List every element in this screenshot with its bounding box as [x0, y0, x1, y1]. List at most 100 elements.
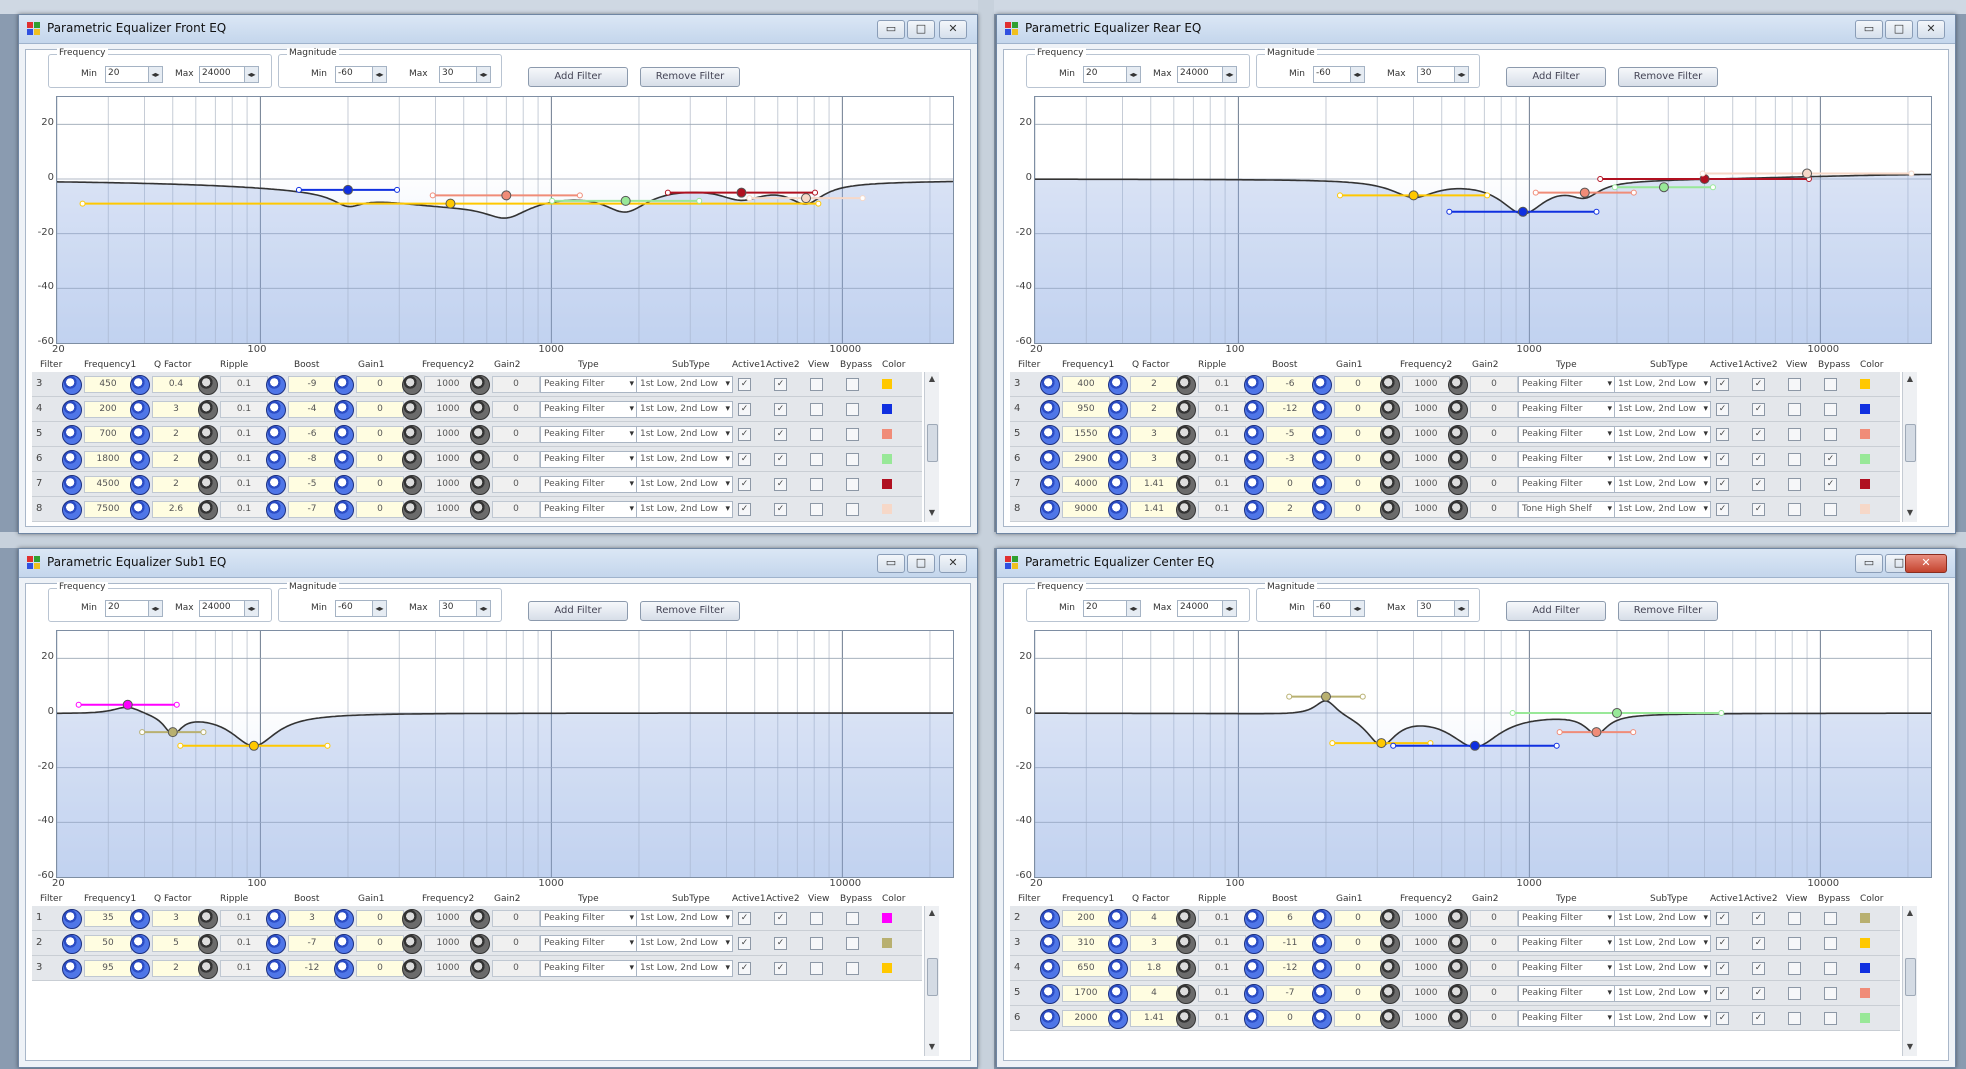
f1-knob-icon[interactable] — [1040, 934, 1060, 954]
boost-value[interactable]: -9 — [288, 376, 336, 393]
gain2-knob-icon[interactable] — [470, 475, 490, 495]
active2-checkbox[interactable]: ✓ — [774, 912, 787, 925]
f1-knob-icon[interactable] — [62, 425, 82, 445]
bypass-checkbox[interactable] — [1824, 428, 1837, 441]
color-swatch[interactable] — [1860, 963, 1870, 973]
gain2-value[interactable]: 0 — [1470, 960, 1518, 977]
color-swatch[interactable] — [1860, 938, 1870, 948]
q-value[interactable]: 0.4 — [152, 376, 200, 393]
q-value[interactable]: 2 — [152, 476, 200, 493]
ripple-knob-icon[interactable] — [1176, 475, 1196, 495]
f1-value[interactable]: 400 — [1062, 376, 1110, 393]
boost-value[interactable]: 3 — [288, 910, 336, 927]
spinner-arrows-icon[interactable]: ◂▸ — [1454, 601, 1468, 616]
ripple-value[interactable]: 0.1 — [1198, 376, 1246, 393]
add-filter-button[interactable]: Add Filter — [1506, 601, 1606, 621]
spinner-arrows-icon[interactable]: ◂▸ — [148, 67, 162, 82]
spinner-arrows-icon[interactable]: ◂▸ — [1126, 67, 1140, 82]
q-knob-icon[interactable] — [1108, 959, 1128, 979]
gain2-knob-icon[interactable] — [1448, 475, 1468, 495]
title-bar[interactable]: Parametric Equalizer Sub1 EQ ▭ □ ✕ — [19, 549, 977, 578]
boost-value[interactable]: -7 — [288, 501, 336, 518]
f1-knob-icon[interactable] — [1040, 959, 1060, 979]
view-checkbox[interactable] — [1788, 937, 1801, 950]
type-select[interactable]: Peaking Filter — [540, 910, 637, 927]
view-checkbox[interactable] — [810, 503, 823, 516]
spinner-arrows-icon[interactable]: ◂▸ — [476, 67, 490, 82]
f2-knob-icon[interactable] — [1380, 400, 1400, 420]
active2-checkbox[interactable]: ✓ — [1752, 503, 1765, 516]
spinner-arrows-icon[interactable]: ◂▸ — [1126, 601, 1140, 616]
active2-checkbox[interactable]: ✓ — [774, 503, 787, 516]
q-knob-icon[interactable] — [130, 450, 150, 470]
close-button[interactable]: ✕ — [1917, 20, 1945, 39]
mag-min-spinner[interactable]: -60 ◂▸ — [1313, 66, 1365, 83]
bypass-checkbox[interactable] — [846, 937, 859, 950]
view-checkbox[interactable] — [1788, 478, 1801, 491]
gain1-knob-icon[interactable] — [334, 500, 354, 520]
q-knob-icon[interactable] — [130, 959, 150, 979]
q-value[interactable]: 3 — [1130, 451, 1178, 468]
maximize-button[interactable]: □ — [907, 554, 935, 573]
boost-value[interactable]: 0 — [1266, 1010, 1314, 1027]
gain1-knob-icon[interactable] — [1312, 500, 1332, 520]
gain2-value[interactable]: 0 — [492, 960, 540, 977]
title-bar[interactable]: Parametric Equalizer Front EQ ▭ □ ✕ — [19, 15, 977, 44]
gain2-knob-icon[interactable] — [470, 425, 490, 445]
f2-knob-icon[interactable] — [402, 450, 422, 470]
bypass-checkbox[interactable] — [846, 453, 859, 466]
f1-value[interactable]: 200 — [1062, 910, 1110, 927]
q-knob-icon[interactable] — [1108, 909, 1128, 929]
gain1-value[interactable]: 0 — [1334, 1010, 1382, 1027]
gain2-value[interactable]: 0 — [492, 476, 540, 493]
gain1-value[interactable]: 0 — [1334, 501, 1382, 518]
f2-value[interactable]: 1000 — [1402, 426, 1450, 443]
table-scrollbar[interactable]: ▲ ▼ — [1902, 372, 1917, 522]
boost-value[interactable]: -6 — [288, 426, 336, 443]
active1-checkbox[interactable]: ✓ — [1716, 987, 1729, 1000]
f1-value[interactable]: 50 — [84, 935, 132, 952]
view-checkbox[interactable] — [810, 428, 823, 441]
boost-knob-icon[interactable] — [1244, 909, 1264, 929]
type-select[interactable]: Peaking Filter — [1518, 935, 1615, 952]
q-knob-icon[interactable] — [130, 934, 150, 954]
boost-value[interactable]: -3 — [1266, 451, 1314, 468]
ripple-knob-icon[interactable] — [198, 500, 218, 520]
gain2-knob-icon[interactable] — [1448, 959, 1468, 979]
f1-knob-icon[interactable] — [62, 450, 82, 470]
active2-checkbox[interactable]: ✓ — [1752, 403, 1765, 416]
boost-knob-icon[interactable] — [1244, 959, 1264, 979]
gain2-value[interactable]: 0 — [1470, 376, 1518, 393]
freq-min-spinner[interactable]: 20 ◂▸ — [105, 66, 163, 83]
f1-value[interactable]: 7500 — [84, 501, 132, 518]
f1-knob-icon[interactable] — [62, 909, 82, 929]
subtype-select[interactable]: 1st Low, 2nd Low — [636, 401, 733, 418]
type-select[interactable]: Peaking Filter — [540, 376, 637, 393]
scroll-up-icon[interactable]: ▲ — [928, 908, 936, 917]
bypass-checkbox[interactable] — [1824, 962, 1837, 975]
ripple-knob-icon[interactable] — [1176, 500, 1196, 520]
boost-knob-icon[interactable] — [1244, 400, 1264, 420]
f2-knob-icon[interactable] — [1380, 934, 1400, 954]
gain1-value[interactable]: 0 — [1334, 960, 1382, 977]
type-select[interactable]: Peaking Filter — [540, 401, 637, 418]
ripple-knob-icon[interactable] — [1176, 934, 1196, 954]
gain1-knob-icon[interactable] — [1312, 909, 1332, 929]
mag-max-spinner[interactable]: 30 ◂▸ — [439, 66, 491, 83]
view-checkbox[interactable] — [1788, 403, 1801, 416]
type-select[interactable]: Peaking Filter — [540, 476, 637, 493]
gain2-value[interactable]: 0 — [492, 910, 540, 927]
f2-value[interactable]: 1000 — [1402, 401, 1450, 418]
color-swatch[interactable] — [882, 379, 892, 389]
boost-value[interactable]: -4 — [288, 401, 336, 418]
color-swatch[interactable] — [882, 938, 892, 948]
add-filter-button[interactable]: Add Filter — [528, 67, 628, 87]
active2-checkbox[interactable]: ✓ — [1752, 453, 1765, 466]
q-value[interactable]: 4 — [1130, 910, 1178, 927]
active1-checkbox[interactable]: ✓ — [1716, 403, 1729, 416]
f2-knob-icon[interactable] — [402, 500, 422, 520]
